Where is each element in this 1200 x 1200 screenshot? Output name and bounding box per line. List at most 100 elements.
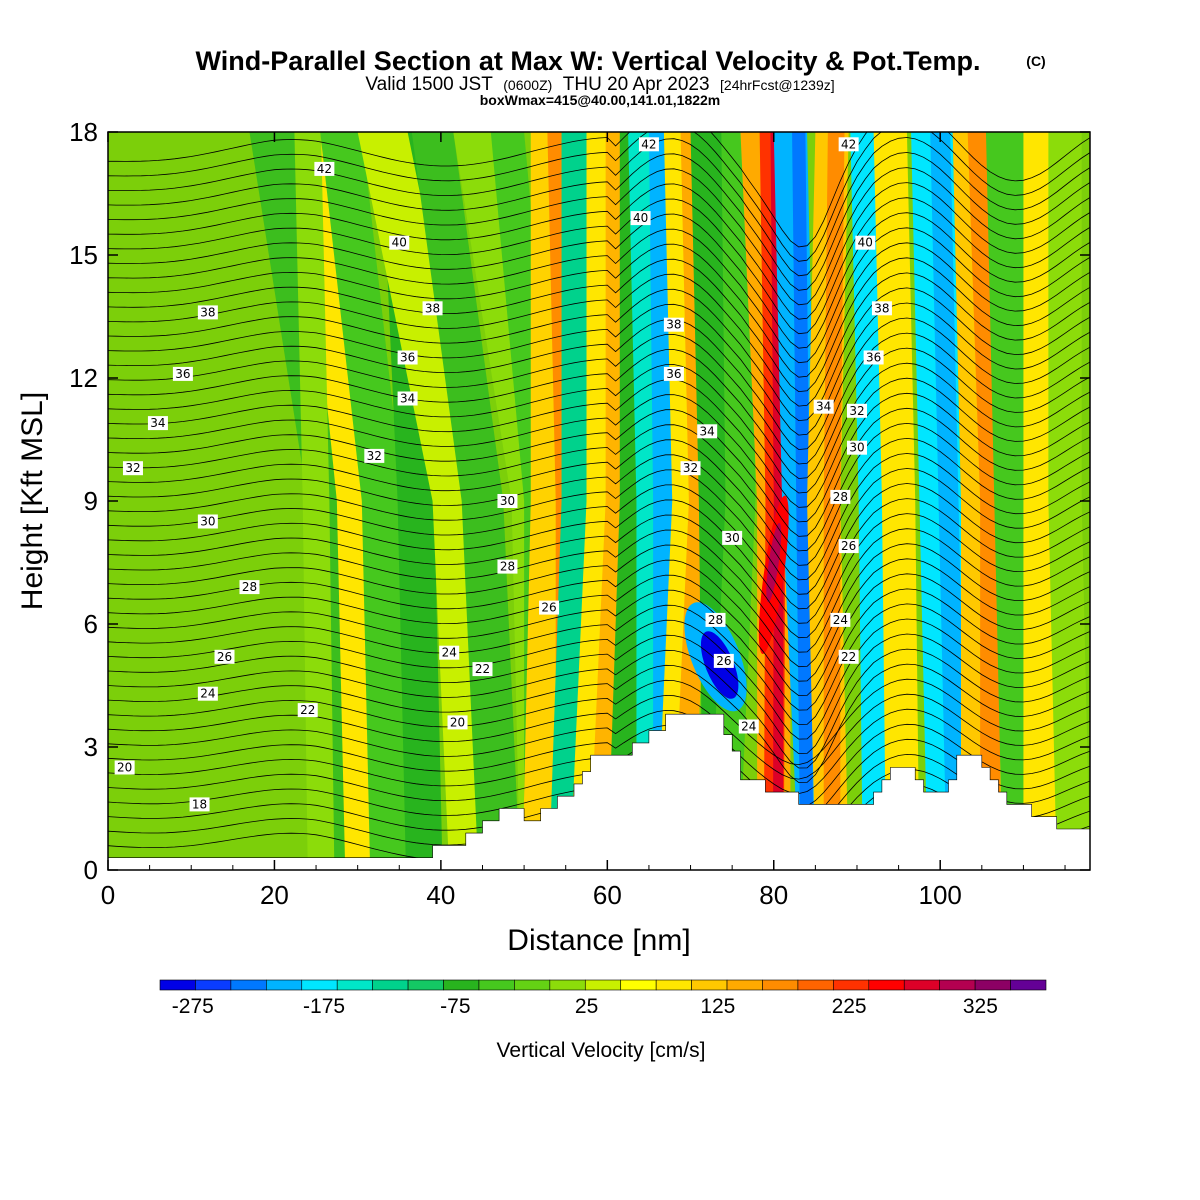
valid-time-zulu: (0600Z) [503, 77, 552, 93]
theta-contour [108, 302, 1090, 436]
y-axis-title: Height [Kft MSL] [16, 392, 49, 610]
colorbar-swatch [655, 979, 692, 991]
contour-label-bg [697, 424, 718, 439]
colorbar-tick-label: 225 [832, 995, 867, 1018]
x-axis: 0 20 40 60 80 100 [101, 132, 1066, 910]
theta-contours [108, 132, 1090, 870]
theta-contour [108, 392, 1090, 523]
theta-contour [108, 347, 1090, 479]
contour-label-text: 30 [725, 531, 740, 545]
contour-label-bg [364, 448, 385, 463]
contour-label: 30 [846, 440, 867, 455]
x-tick-label: 60 [593, 880, 622, 910]
contour-label-bg [871, 301, 892, 316]
contour-label-bg [214, 649, 235, 664]
contour-label: 40 [389, 235, 410, 250]
contour-label: 26 [838, 539, 859, 554]
contour-label-text: 28 [500, 560, 515, 574]
colorbar-swatch [336, 979, 373, 991]
contour-label: 38 [663, 317, 684, 332]
contour-label: 36 [172, 366, 193, 381]
contour-label: 38 [871, 301, 892, 316]
contour-label-bg [539, 600, 560, 615]
theta-contour [108, 573, 1090, 697]
theta-contour [108, 437, 1090, 566]
contour-label-bg [722, 530, 743, 545]
contour-label-bg [189, 797, 210, 812]
contour-label: 40 [630, 211, 651, 226]
colorbar-swatch [726, 979, 763, 991]
contour-label-text: 18 [192, 797, 207, 811]
theta-contour [108, 513, 1090, 639]
contour-label-bg [172, 366, 193, 381]
contour-label: 42 [314, 161, 335, 176]
velocity-band [1048, 132, 1090, 870]
contour-label-bg [497, 559, 518, 574]
contour-label-bg [863, 350, 884, 365]
theta-contour [108, 257, 1090, 393]
copyright-mark: (C) [1026, 53, 1045, 69]
theta-contour [108, 678, 1090, 766]
contour-label-text: 40 [633, 211, 648, 225]
contour-label-text: 40 [858, 236, 873, 250]
contour-label-text: 24 [741, 720, 756, 734]
contour-label-bg [663, 366, 684, 381]
contour-label-bg [680, 461, 701, 476]
contour-label: 38 [422, 301, 443, 316]
x-tick-label: 40 [426, 880, 455, 910]
theta-contour [108, 588, 1090, 711]
colorbar-swatch [939, 979, 976, 991]
colorbar-swatch [407, 979, 444, 991]
contour-label-text: 22 [841, 650, 856, 664]
velocity-band [792, 132, 814, 870]
contour-label-bg [846, 440, 867, 455]
contour-label-bg [397, 350, 418, 365]
colorbar-swatch [797, 979, 834, 991]
contour-label-text: 34 [150, 416, 165, 430]
colorbar-swatch [443, 979, 480, 991]
contour-label-bg [422, 301, 443, 316]
colorbar-tick-label: -75 [440, 995, 470, 1018]
contour-label: 30 [497, 494, 518, 508]
contour-label-bg [813, 399, 834, 414]
contour-label-bg [297, 703, 318, 718]
theta-contour [108, 618, 1090, 740]
contour-label: 22 [472, 662, 493, 677]
contour-label-bg [197, 686, 218, 701]
contour-label-bg [147, 416, 168, 431]
contour-label: 34 [147, 416, 168, 431]
contour-label-bg [630, 211, 651, 226]
contour-label-bg [830, 489, 851, 504]
colorbar-swatch [514, 979, 551, 991]
theta-contour [108, 317, 1090, 450]
contour-label-text: 26 [541, 601, 556, 615]
colorbar-tick-label: -275 [172, 995, 214, 1018]
contour-label-bg [838, 137, 859, 152]
contour-label-text: 38 [200, 305, 215, 319]
theta-contour [108, 708, 1090, 795]
contour-label-text: 20 [117, 761, 132, 775]
contour-label-bg [114, 760, 135, 775]
colorbar: -275 -175 -75 25 125 225 325 [159, 979, 1047, 1018]
contour-label-bg [389, 235, 410, 250]
contour-label: 32 [364, 448, 385, 463]
colorbar-swatch [691, 979, 728, 991]
velocity-band [411, 132, 520, 870]
velocity-band [930, 132, 967, 870]
y-tick-label: 3 [84, 732, 98, 762]
box-max-info: boxWmax=415@40.00,141.01,1822m [480, 92, 721, 108]
contour-label-bg [838, 649, 859, 664]
contour-label-text: 26 [716, 654, 731, 668]
velocity-band [294, 132, 335, 870]
contour-label-bg [638, 137, 659, 152]
contour-label: 32 [122, 461, 143, 476]
contour-label: 18 [189, 797, 210, 812]
contour-label: 38 [197, 305, 218, 320]
contour-label-text: 26 [841, 539, 856, 553]
contour-label-text: 24 [200, 687, 215, 701]
colorbar-swatch [974, 979, 1011, 991]
theta-contour [108, 407, 1090, 537]
y-tick-label: 18 [69, 117, 98, 147]
